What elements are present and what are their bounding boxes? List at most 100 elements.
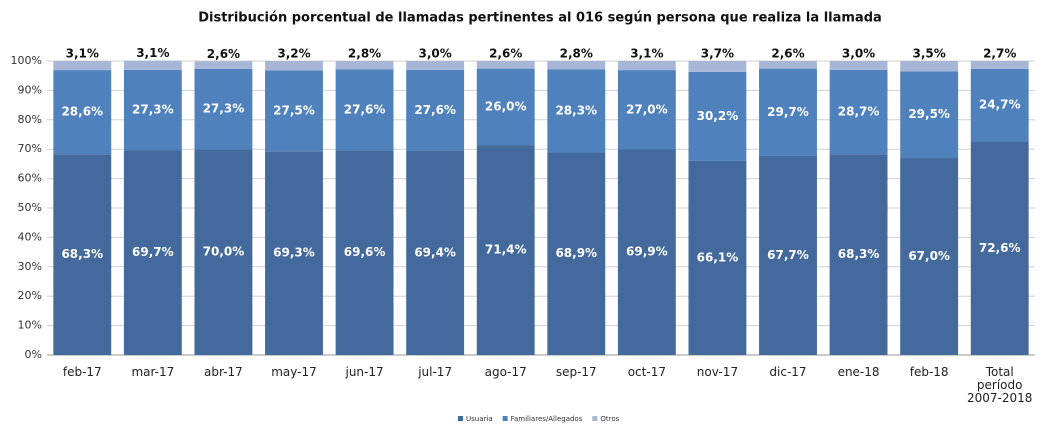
bar-segment: [476, 145, 535, 355]
x-tick-label: oct-17: [627, 365, 666, 379]
bar-segment: [265, 151, 323, 355]
data-label: 2,6%: [207, 47, 240, 61]
x-tick-label: mar-17: [131, 365, 175, 379]
x-tick-label: feb-17: [62, 365, 102, 379]
legend: Usuaria Familiares/Allegados Otros: [458, 415, 620, 423]
y-tick-label: 20%: [18, 289, 42, 302]
bar-segment: [53, 70, 112, 155]
data-label: 27,3%: [203, 102, 245, 116]
bar-segment: [53, 154, 112, 355]
data-label: 28,3%: [555, 103, 597, 117]
bar-segment: [265, 70, 323, 152]
data-label: 68,3%: [61, 247, 103, 261]
data-label: 67,0%: [908, 249, 950, 263]
data-label: 3,1%: [66, 47, 99, 61]
y-tick-label: 60%: [18, 172, 42, 185]
legend-label: Otros: [600, 415, 619, 423]
bar-segment: [123, 69, 182, 151]
data-label: 3,1%: [630, 47, 663, 61]
y-tick-label: 30%: [18, 260, 42, 273]
data-label: 29,7%: [767, 105, 809, 119]
bar-segment: [123, 150, 182, 355]
bar-segment: [476, 68, 535, 146]
bar-segment: [617, 149, 676, 355]
x-tick-label: Total período 2007-2018: [966, 365, 1033, 405]
data-label: 29,5%: [908, 107, 950, 121]
data-label: 2,8%: [560, 47, 593, 61]
bar-segment: [970, 61, 1029, 69]
legend-label: Familiares/Allegados: [511, 415, 583, 423]
bar-segment: [335, 69, 394, 151]
bar-segment: [194, 68, 253, 150]
data-label: 27,6%: [344, 102, 386, 116]
bar-segment: [970, 68, 1029, 142]
legend-swatch: [592, 416, 598, 421]
data-label: 2,6%: [489, 47, 522, 61]
bar-segment: [829, 61, 888, 70]
bar-segment: [547, 152, 606, 355]
data-label: 27,0%: [626, 102, 668, 116]
x-tick-label: ago-17: [484, 365, 527, 379]
bar-segment: [759, 61, 817, 69]
bar-segment: [335, 61, 394, 70]
data-label: 28,7%: [838, 105, 880, 119]
data-label: 3,2%: [277, 47, 310, 61]
data-label: 27,6%: [414, 103, 456, 117]
data-label: 68,3%: [838, 247, 880, 261]
bar-segment: [829, 154, 888, 355]
data-label: 3,7%: [701, 47, 734, 61]
bar-segment: [900, 61, 959, 72]
data-label: 27,5%: [273, 103, 315, 117]
y-tick-label: 100%: [11, 54, 42, 67]
data-label: 67,7%: [767, 248, 809, 262]
bar-segment: [688, 160, 747, 355]
bar-segment: [406, 150, 465, 355]
bar-segment: [123, 60, 182, 70]
bar-segment: [759, 155, 817, 355]
data-label: 3,1%: [136, 46, 169, 60]
bar-segment: [759, 68, 817, 156]
data-label: 69,7%: [132, 245, 174, 259]
bar-segment: [406, 69, 465, 151]
x-tick-label: may-17: [271, 365, 317, 379]
bar-segment: [547, 61, 606, 70]
legend-label: Usuaria: [466, 415, 493, 423]
bar-segment: [617, 70, 676, 150]
x-tick-label: dic-17: [769, 365, 807, 379]
bar-segment: [547, 69, 606, 153]
bar-segment: [970, 141, 1029, 355]
bar-segment: [194, 61, 253, 69]
data-label: 3,5%: [913, 47, 946, 61]
data-label: 71,4%: [485, 243, 527, 257]
x-tick-label: abr-17: [204, 365, 243, 379]
data-label: 27,3%: [132, 102, 174, 116]
data-label: 24,7%: [979, 98, 1021, 112]
chart-title: Distribución porcentual de llamadas pert…: [198, 11, 882, 26]
x-tick-label: sep-17: [555, 365, 597, 379]
data-label: 69,9%: [626, 245, 668, 259]
bar-segment: [335, 150, 394, 355]
y-tick-label: 10%: [18, 319, 42, 332]
x-tick-label: jun-17: [345, 365, 384, 379]
legend-swatch: [458, 416, 463, 421]
bar-segment: [406, 61, 465, 70]
data-label: 69,6%: [344, 245, 386, 259]
data-label: 28,6%: [61, 105, 103, 119]
data-label: 3,0%: [419, 47, 452, 61]
y-tick-label: 80%: [18, 113, 42, 126]
bar-segment: [476, 61, 535, 69]
x-tick-label: ene-18: [837, 365, 880, 379]
bar-segment: [829, 69, 888, 155]
bar-segment: [265, 61, 323, 71]
y-tick-label: 0%: [25, 348, 42, 361]
data-label: 2,8%: [348, 47, 381, 61]
data-label: 68,9%: [555, 246, 597, 260]
data-label: 2,7%: [983, 47, 1016, 61]
x-tick-label: nov-17: [696, 365, 739, 379]
data-label: 69,4%: [414, 245, 456, 259]
data-label: 26,0%: [485, 99, 527, 113]
data-label: 30,2%: [697, 109, 739, 123]
data-label: 70,0%: [203, 245, 245, 259]
